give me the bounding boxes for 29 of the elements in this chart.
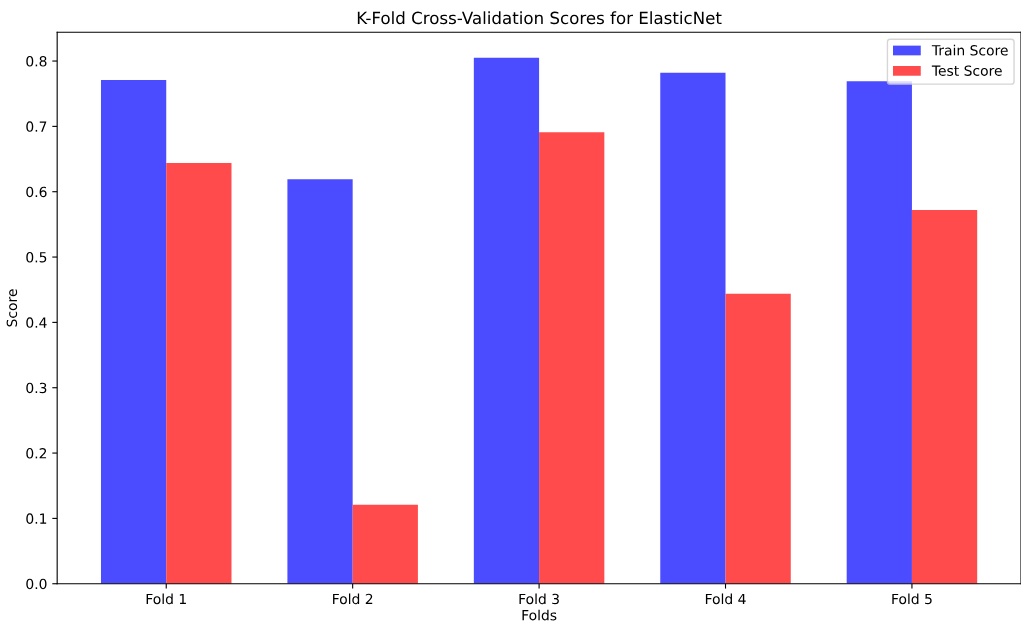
bar xyxy=(473,57,540,584)
y-tick-label: 0.8 xyxy=(26,56,47,67)
x-tick-label: Fold 5 xyxy=(892,593,932,605)
legend-label: Test Score xyxy=(931,65,1002,76)
x-tick-label: Fold 3 xyxy=(519,593,559,605)
y-tick-label: 0.4 xyxy=(26,317,47,328)
y-tick-label: 0.3 xyxy=(26,382,47,394)
bar xyxy=(911,210,978,584)
chart-title: K-Fold Cross-Validation Scores for ElasticNet xyxy=(357,11,722,25)
bar xyxy=(287,179,353,584)
y-tick-label: 0.5 xyxy=(26,252,47,263)
x-tick-label: Fold 2 xyxy=(333,593,373,605)
bar xyxy=(846,81,912,584)
bar xyxy=(539,132,605,584)
y-tick-label: 0.7 xyxy=(26,121,47,132)
y-axis-title: Score xyxy=(6,289,18,327)
y-tick-label: 0.1 xyxy=(26,513,47,524)
bar xyxy=(100,79,167,584)
x-axis-title: Folds xyxy=(522,609,557,621)
x-tick-label: Fold 4 xyxy=(705,593,746,605)
y-tick-label: 0.0 xyxy=(26,578,47,590)
legend-label: Train Score xyxy=(931,44,1008,56)
bar xyxy=(352,504,418,584)
bar xyxy=(725,293,791,584)
bar xyxy=(166,162,232,584)
y-tick-label: 0.6 xyxy=(26,186,47,198)
y-tick-label: 0.2 xyxy=(26,448,47,459)
bar xyxy=(660,72,726,584)
x-tick-label: Fold 1 xyxy=(146,593,186,605)
